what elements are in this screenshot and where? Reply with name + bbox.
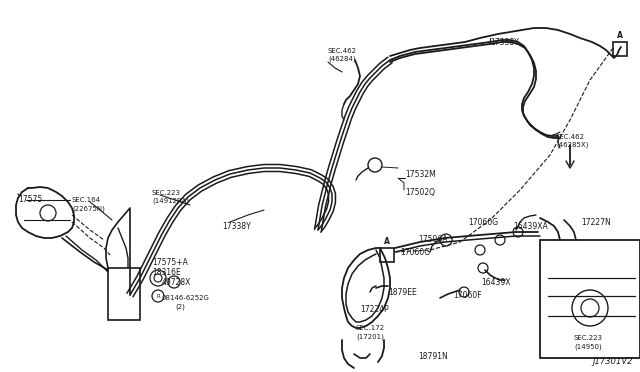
Text: 17227N: 17227N bbox=[581, 218, 611, 227]
Text: SEC.462: SEC.462 bbox=[328, 48, 357, 54]
Text: 08146-6252G: 08146-6252G bbox=[162, 295, 210, 301]
Text: 17224P: 17224P bbox=[360, 305, 388, 314]
Text: 17575+A: 17575+A bbox=[152, 258, 188, 267]
Text: 17502Q: 17502Q bbox=[405, 188, 435, 197]
Text: (22675N): (22675N) bbox=[72, 205, 105, 212]
Text: 17060G: 17060G bbox=[468, 218, 498, 227]
Text: 16439X: 16439X bbox=[481, 278, 511, 287]
Bar bbox=[540, 240, 640, 358]
Text: (46284): (46284) bbox=[328, 56, 356, 62]
Text: 1879EE: 1879EE bbox=[388, 288, 417, 297]
Bar bbox=[380, 248, 394, 262]
Text: A: A bbox=[384, 237, 390, 246]
Text: 17532M: 17532M bbox=[405, 170, 436, 179]
Text: R: R bbox=[156, 294, 160, 298]
Text: SEC.223: SEC.223 bbox=[152, 190, 181, 196]
Text: 18791N: 18791N bbox=[418, 352, 448, 361]
Text: J17301V2: J17301V2 bbox=[592, 357, 632, 366]
Text: (14950): (14950) bbox=[574, 343, 602, 350]
Text: (14912RA): (14912RA) bbox=[152, 198, 189, 205]
Text: 49728X: 49728X bbox=[162, 278, 191, 287]
Text: (46285X): (46285X) bbox=[556, 142, 588, 148]
Bar bbox=[613, 42, 627, 56]
Text: 17338Y: 17338Y bbox=[222, 222, 251, 231]
Bar bbox=[108, 268, 140, 320]
Text: 17506A: 17506A bbox=[418, 235, 447, 244]
Text: (17201): (17201) bbox=[356, 333, 384, 340]
Text: (2): (2) bbox=[175, 303, 185, 310]
Text: 17338Y: 17338Y bbox=[490, 38, 519, 47]
Text: 17060F: 17060F bbox=[453, 291, 482, 300]
Text: SEC.164: SEC.164 bbox=[72, 197, 101, 203]
Text: 18316E: 18316E bbox=[152, 268, 180, 277]
Text: 17575: 17575 bbox=[18, 195, 42, 204]
Text: SEC.172: SEC.172 bbox=[356, 325, 385, 331]
Text: A: A bbox=[617, 31, 623, 39]
Text: 17060G: 17060G bbox=[400, 248, 430, 257]
Text: SEC.462: SEC.462 bbox=[556, 134, 585, 140]
Text: 16439XA: 16439XA bbox=[513, 222, 548, 231]
Text: SEC.223: SEC.223 bbox=[574, 335, 603, 341]
